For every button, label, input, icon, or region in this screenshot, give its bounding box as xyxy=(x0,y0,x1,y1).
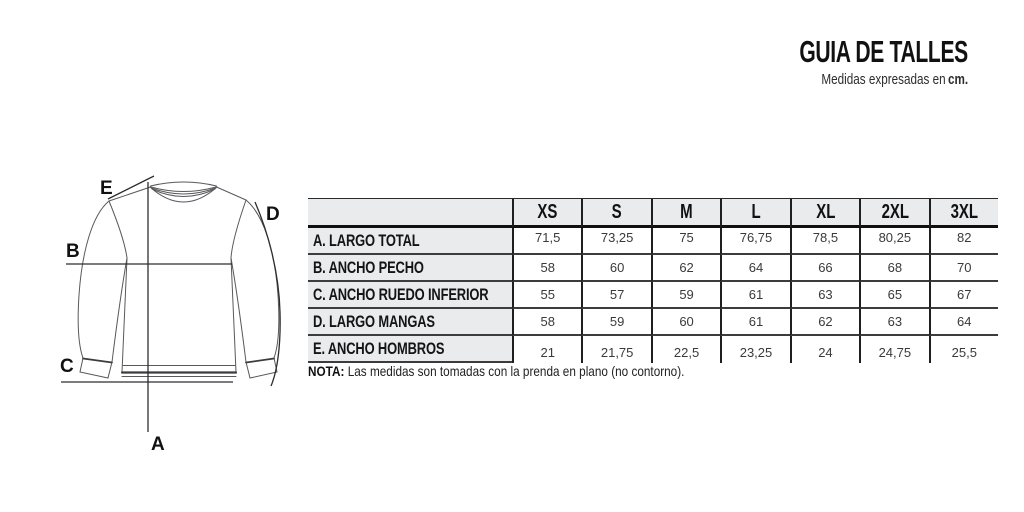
size-value: 59 xyxy=(581,309,651,336)
size-value: 60 xyxy=(650,309,721,336)
size-value: 82 xyxy=(928,228,998,255)
note-prefix: NOTA: xyxy=(308,363,345,379)
size-value: 24,75 xyxy=(859,336,928,363)
shoulder-seam-right xyxy=(216,186,247,201)
size-value: 58 xyxy=(512,255,582,282)
size-value: 68 xyxy=(859,255,929,282)
size-value: 64 xyxy=(720,255,790,282)
size-header-xl: XL xyxy=(789,199,860,228)
size-value: 24 xyxy=(789,336,859,363)
row-label-ancho-hombros: E. ANCHO HOMBROS xyxy=(308,336,512,363)
size-value: 63 xyxy=(789,282,860,309)
size-value: 61 xyxy=(720,282,790,309)
table-corner-cell xyxy=(308,199,512,228)
size-value: 76,75 xyxy=(720,228,790,255)
measure-label-c: C xyxy=(60,356,74,377)
size-value: 64 xyxy=(928,309,998,336)
size-value: 66 xyxy=(789,255,860,282)
page-title: GUIA DE TALLES xyxy=(799,34,968,69)
size-value: 25,5 xyxy=(928,336,998,363)
shoulder-seam-left xyxy=(108,186,151,202)
page-subtitle: Medidas expresadas en cm. xyxy=(720,70,968,89)
size-value: 22,5 xyxy=(650,336,720,363)
size-value: 55 xyxy=(512,282,582,309)
title-block: GUIA DE TALLES Medidas expresadas en cm. xyxy=(720,34,968,89)
size-header-m: M xyxy=(650,199,721,228)
size-value: 59 xyxy=(650,282,721,309)
size-value: 63 xyxy=(859,309,929,336)
measure-label-d: D xyxy=(266,204,280,225)
size-value: 67 xyxy=(928,282,998,309)
size-value: 80,25 xyxy=(859,228,929,255)
left-sleeve xyxy=(77,200,128,379)
garment-diagram: E D B C A xyxy=(30,155,320,465)
size-header-l: L xyxy=(720,199,790,228)
size-value: 21 xyxy=(512,336,581,363)
row-label-ancho-pecho: B. ANCHO PECHO xyxy=(308,255,512,282)
note-text: Las medidas son tomadas con la prenda en… xyxy=(347,363,685,379)
measurement-note: NOTA: Las medidas son tomadas con la pren… xyxy=(308,363,756,379)
right-sleeve xyxy=(230,199,280,379)
size-value: 62 xyxy=(650,255,721,282)
size-value: 65 xyxy=(859,282,929,309)
measure-line-d xyxy=(254,201,281,387)
size-value: 61 xyxy=(720,309,790,336)
subtitle-unit: cm. xyxy=(947,70,968,88)
size-value: 58 xyxy=(512,309,582,336)
row-label-largo-mangas: D. LARGO MANGAS xyxy=(308,309,512,336)
size-value: 70 xyxy=(928,255,998,282)
size-value: 21,75 xyxy=(581,336,650,363)
sweatshirt-drawing: E D B C A xyxy=(60,175,281,455)
size-value: 23,25 xyxy=(720,336,789,363)
size-header-2xl: 2XL xyxy=(859,199,929,228)
size-value: 73,25 xyxy=(581,228,651,255)
measure-label-b: B xyxy=(66,241,80,262)
size-value: 71,5 xyxy=(512,228,582,255)
size-value: 75 xyxy=(650,228,721,255)
size-value: 57 xyxy=(581,282,651,309)
size-value: 60 xyxy=(581,255,651,282)
row-label-largo-total: A. LARGO TOTAL xyxy=(308,228,512,255)
size-header-xs: XS xyxy=(512,199,582,228)
subtitle-text: Medidas expresadas en xyxy=(821,70,946,88)
size-value: 78,5 xyxy=(789,228,860,255)
size-header-s: S xyxy=(581,199,651,228)
size-header-3xl: 3XL xyxy=(928,199,998,228)
measure-label-a: A xyxy=(151,434,165,455)
size-value: 62 xyxy=(789,309,860,336)
measure-line-e xyxy=(107,175,155,200)
collar xyxy=(149,181,218,203)
body-and-hem xyxy=(120,257,238,377)
measure-label-e: E xyxy=(100,178,113,199)
size-table: XS S M L XL 2XL 3XL A. LARGO TOTAL 71,5 … xyxy=(308,198,998,363)
row-label-ancho-ruedo-inferior: C. ANCHO RUEDO INFERIOR xyxy=(308,282,512,309)
